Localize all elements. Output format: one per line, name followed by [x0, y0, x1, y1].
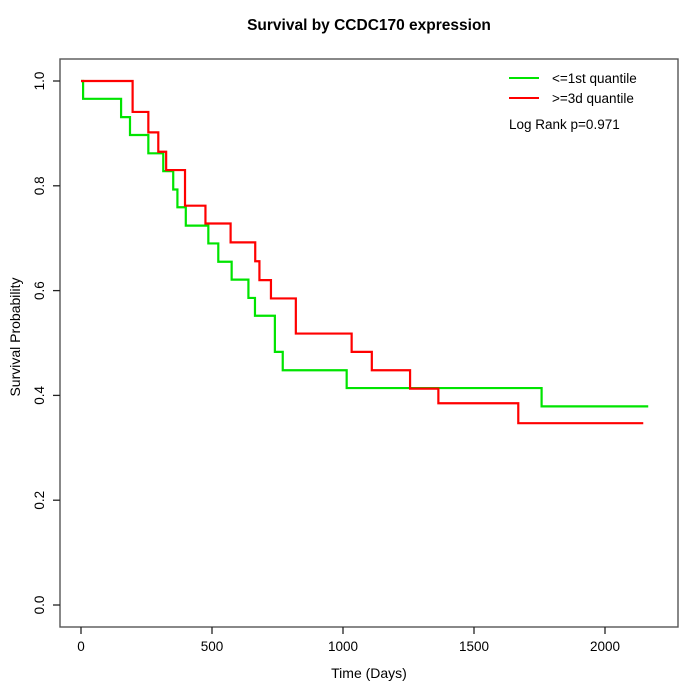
chart-title: Survival by CCDC170 expression — [247, 17, 491, 34]
legend: <=1st quantile >=3d quantile Log Rank p=… — [509, 68, 637, 132]
legend-item-high-expression: >=3d quantile — [509, 88, 637, 108]
y-axis-label: Survival Probability — [7, 277, 23, 397]
y-tick-label: 0.0 — [32, 596, 47, 615]
y-tick-label: 1.0 — [32, 72, 47, 91]
km-curve — [81, 79, 649, 408]
x-tick-label: 500 — [201, 639, 224, 654]
legend-line-red — [509, 97, 539, 99]
x-tick-label: 1000 — [328, 639, 358, 654]
x-tick-label: 2000 — [590, 639, 620, 654]
plot-border — [59, 58, 679, 628]
legend-label-high: >=3d quantile — [552, 90, 634, 106]
x-axis-label: Time (Days) — [331, 665, 407, 681]
legend-item-low-expression: <=1st quantile — [509, 68, 637, 88]
log-rank-annotation: Log Rank p=0.971 — [509, 117, 620, 132]
y-tick-label: 0.6 — [32, 281, 47, 300]
legend-label-low: <=1st quantile — [552, 70, 637, 86]
y-tick-label: 0.4 — [32, 386, 47, 405]
x-tick-label: 1500 — [459, 639, 489, 654]
km-curve — [81, 79, 644, 425]
x-tick-label: 0 — [77, 639, 85, 654]
y-tick-label: 0.2 — [32, 491, 47, 510]
legend-line-green — [509, 77, 539, 79]
y-tick-label: 0.8 — [32, 176, 47, 195]
